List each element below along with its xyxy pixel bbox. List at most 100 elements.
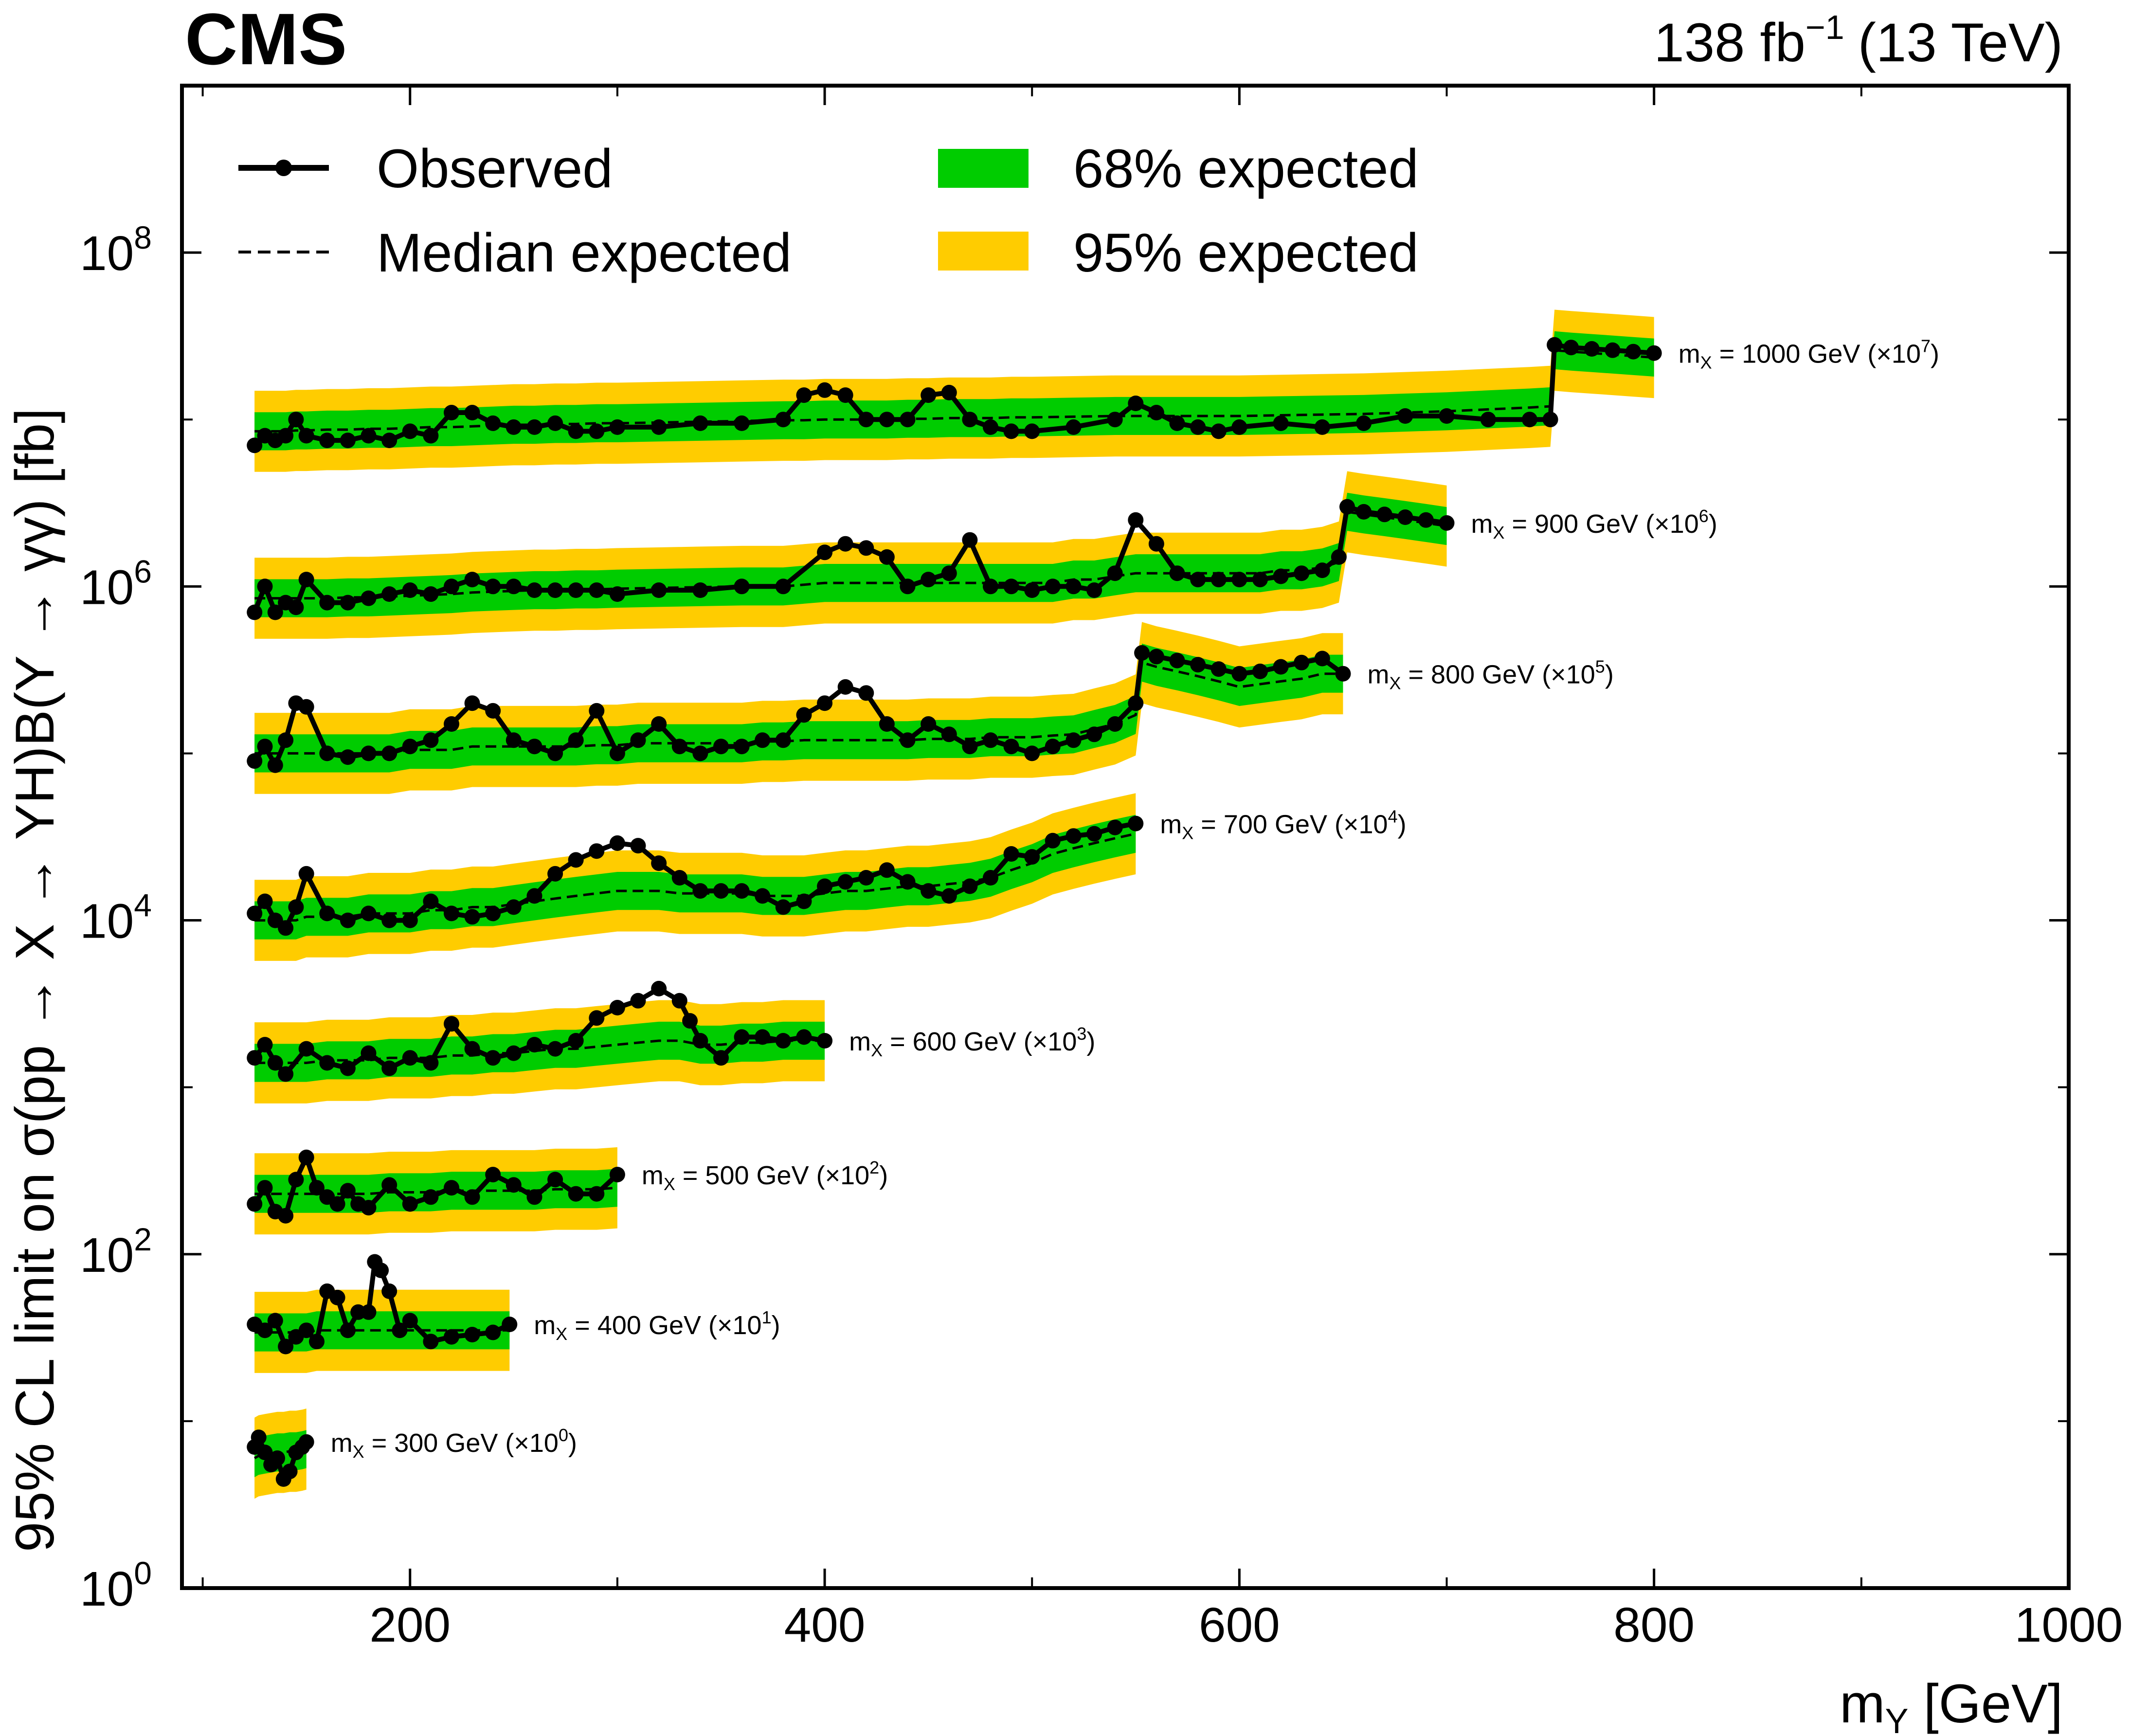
observed-point-mx1000	[526, 419, 542, 435]
observed-point-mx1000	[1065, 419, 1082, 435]
observed-point-mx700	[1065, 828, 1082, 844]
observed-point-mx900	[692, 582, 708, 598]
observed-point-mx600	[651, 980, 667, 996]
observed-point-mx700	[983, 870, 998, 886]
observed-point-mx800	[941, 726, 957, 742]
observed-point-mx500	[288, 1172, 304, 1188]
observed-point-mx900	[858, 540, 874, 556]
y-tick-exp: 0	[134, 1555, 152, 1591]
observed-point-mx900	[1376, 506, 1392, 523]
observed-point-mx500	[526, 1189, 542, 1205]
observed-point-mx600	[755, 1029, 771, 1045]
series-label-sub: X	[871, 1040, 883, 1060]
observed-point-mx800	[589, 703, 605, 719]
observed-point-mx1000	[288, 412, 304, 428]
observed-point-mx1000	[361, 428, 377, 444]
observed-point-mx900	[568, 582, 584, 598]
series-label-mid: = 400 GeV (×10	[567, 1311, 761, 1340]
series-label-mid: = 600 GeV (×10	[883, 1027, 1077, 1056]
observed-point-mx800	[1273, 659, 1289, 675]
observed-point-mx800	[298, 699, 314, 715]
series-label-sub: X	[1389, 673, 1401, 693]
series-label-mx600: mX = 600 GeV (×103)	[849, 1024, 1095, 1060]
observed-point-mx900	[589, 582, 605, 598]
observed-line-mx700	[253, 821, 1137, 931]
observed-point-mx400	[298, 1322, 314, 1338]
observed-point-mx700	[247, 905, 263, 922]
observed-point-mx900	[921, 572, 937, 588]
observed-point-mx700	[568, 852, 584, 868]
observed-point-mx900	[941, 565, 957, 581]
y-tick-exp: 8	[134, 219, 152, 255]
observed-point-mx900	[464, 572, 480, 588]
observed-point-mx500	[329, 1196, 345, 1212]
observed-point-mx900	[402, 582, 418, 598]
observed-point-mx400	[309, 1334, 325, 1350]
observed-point-mx500	[444, 1180, 459, 1196]
y-tick-base: 10	[80, 1228, 134, 1283]
observed-point-mx900	[1128, 512, 1144, 528]
observed-point-mx700	[630, 838, 646, 854]
series-label-exp: 2	[869, 1157, 879, 1177]
observed-point-mx1000	[568, 423, 584, 439]
observed-point-mx1000	[485, 415, 501, 431]
x-axis-label-main: m	[1840, 1673, 1885, 1734]
observed-point-mx1000	[1210, 423, 1227, 439]
observed-point-mx1000	[734, 415, 750, 431]
series-label-mx1000: mX = 1000 GeV (×107)	[1679, 336, 1939, 373]
observed-point-mx1000	[1231, 419, 1247, 435]
observed-point-mx800	[1065, 732, 1082, 748]
observed-point-mx1000	[1024, 423, 1040, 439]
observed-point-mx900	[444, 579, 459, 595]
observed-point-mx400	[485, 1324, 501, 1340]
series-label-sub: X	[1493, 523, 1504, 542]
observed-point-mx900	[775, 579, 791, 595]
observed-point-mx400	[381, 1283, 397, 1299]
observed-point-mx500	[309, 1180, 325, 1196]
series-label-prefix: m	[1160, 810, 1182, 839]
observed-point-mx900	[267, 604, 283, 620]
observed-point-mx900	[1148, 536, 1164, 552]
observed-point-mx700	[485, 905, 501, 922]
observed-point-mx800	[983, 732, 998, 748]
observed-point-mx800	[485, 703, 501, 719]
observed-point-mx500	[485, 1167, 501, 1183]
observed-point-mx900	[1397, 509, 1413, 525]
observed-point-mx600	[589, 1010, 605, 1026]
observed-point-mx1000	[1547, 337, 1563, 353]
observed-point-mx400	[257, 1322, 273, 1338]
experiment-label: CMS	[185, 0, 347, 80]
observed-point-mx900	[1086, 582, 1102, 598]
observed-point-mx1000	[692, 415, 708, 431]
observed-point-mx400	[402, 1313, 418, 1329]
observed-point-mx800	[879, 716, 895, 732]
observed-point-mx500	[464, 1189, 480, 1205]
series-label-exp: 4	[1388, 807, 1398, 827]
observed-point-mx700	[1086, 826, 1102, 842]
observed-point-mx900	[1210, 572, 1227, 588]
observed-point-mx600	[568, 1033, 584, 1049]
observed-point-mx800	[319, 745, 335, 761]
observed-point-mx600	[713, 1050, 729, 1066]
series-label-prefix: m	[1679, 340, 1700, 369]
observed-point-mx300	[257, 1445, 273, 1461]
observed-point-mx600	[630, 993, 646, 1009]
observed-point-mx1000	[589, 423, 605, 439]
observed-point-mx1000	[1480, 412, 1496, 428]
legend-expected-label: Median expected	[377, 222, 792, 283]
y-tick-label: 104	[80, 887, 152, 949]
series-label-suffix: )	[772, 1311, 780, 1340]
observed-point-mx900	[1439, 515, 1455, 531]
observed-point-mx800	[671, 739, 687, 755]
observed-point-mx900	[288, 599, 304, 615]
observed-point-mx1000	[505, 419, 522, 435]
observed-point-mx900	[1252, 572, 1268, 588]
observed-point-mx400	[278, 1338, 294, 1355]
observed-point-mx900	[1107, 565, 1123, 581]
observed-point-mx900	[1356, 504, 1372, 520]
observed-point-mx800	[1107, 716, 1123, 732]
observed-point-mx700	[402, 912, 418, 928]
observed-point-mx700	[962, 878, 978, 894]
